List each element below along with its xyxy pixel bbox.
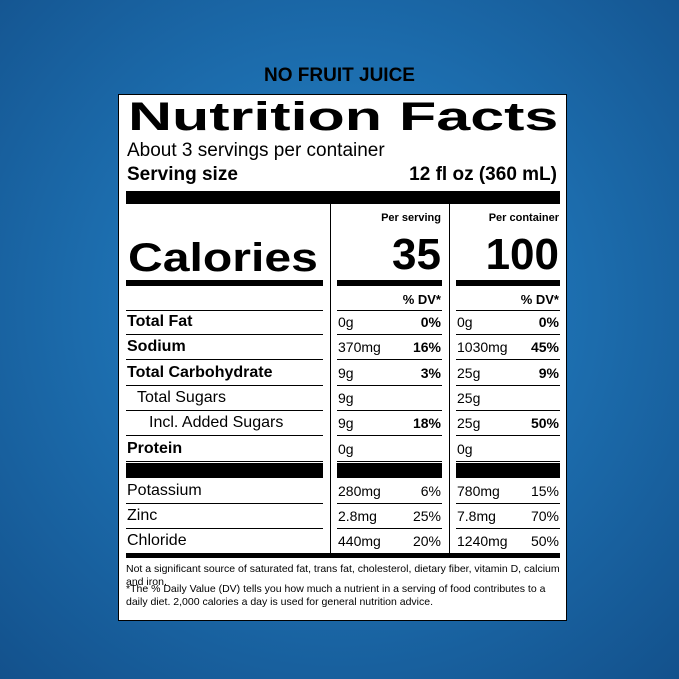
container-amount: 25g (457, 390, 481, 406)
row-rule (126, 528, 323, 529)
nutrient-name: Potassium (127, 482, 202, 499)
row-rule (337, 385, 442, 386)
dv-header: % DV* (402, 291, 441, 307)
serving-amount: 0g (338, 441, 354, 457)
container-amount: 1030mg (457, 339, 508, 355)
nutrient-name: Sodium (127, 338, 186, 355)
row-rule (126, 461, 323, 462)
container-amount: 1240mg (457, 533, 508, 549)
calories-rule (126, 280, 323, 286)
serving-amount: 0g (338, 314, 354, 330)
per-serving-header: Per serving (381, 211, 441, 224)
calories-container: 100 (485, 230, 559, 279)
servings: About 3 servings per container (127, 139, 385, 161)
row-rule (456, 334, 560, 335)
column-divider (330, 204, 331, 555)
row-rule (456, 410, 560, 411)
row-rule (456, 359, 560, 360)
thick-rule (126, 191, 560, 204)
container-amount: 7.8mg (457, 508, 496, 524)
container-dv: 50% (530, 533, 559, 549)
serving-amount: 9g (338, 365, 354, 381)
serving-amount: 280mg (338, 483, 381, 499)
serving-amount: 2.8mg (338, 508, 377, 524)
nutrient-name: Total Carbohydrate (127, 364, 273, 381)
row-rule (126, 310, 323, 311)
calories-rule (456, 280, 560, 286)
container-amount: 25g (457, 365, 481, 381)
footnote: Not a significant source of saturated fa… (126, 563, 560, 588)
thick-rule (126, 463, 323, 478)
row-rule (126, 503, 323, 504)
serving-dv: 16% (412, 339, 441, 355)
container-dv: 9% (538, 365, 559, 381)
row-rule (337, 461, 442, 462)
row-rule (456, 435, 560, 436)
row-rule (337, 528, 442, 529)
row-rule (337, 435, 442, 436)
per-container-header: Per container (488, 211, 559, 224)
container-dv: 0% (538, 314, 559, 330)
nutrient-name: Incl. Added Sugars (149, 414, 284, 431)
nutrition-label: Nutrition Facts About 3 servings per cont… (118, 94, 567, 621)
thick-rule (337, 463, 442, 478)
serving-amount: 9g (338, 415, 354, 431)
row-rule (126, 385, 323, 386)
container-amount: 780mg (457, 483, 500, 499)
row-rule (337, 310, 442, 311)
nutrient-name: Chloride (127, 532, 187, 549)
row-rule (337, 410, 442, 411)
serving-dv: 6% (420, 483, 441, 499)
calories-rule (337, 280, 442, 286)
serving-dv: 3% (420, 365, 441, 381)
row-rule (337, 334, 442, 335)
calories-label: Calories (128, 236, 318, 280)
row-rule (126, 435, 323, 436)
header: NO FRUIT JUICE (264, 65, 415, 86)
serving-amount: 440mg (338, 533, 381, 549)
nutrient-name: Total Sugars (137, 389, 226, 406)
row-rule (456, 503, 560, 504)
container-amount: 0g (457, 314, 473, 330)
nutrient-name: Total Fat (127, 313, 193, 330)
row-rule (456, 528, 560, 529)
serving-dv: 0% (420, 314, 441, 330)
calories-serving: 35 (392, 230, 441, 279)
column-divider (449, 204, 450, 555)
nutrient-name: Protein (127, 440, 183, 457)
dv-header: % DV* (520, 291, 559, 307)
footnote: *The % Daily Value (DV) tells you how mu… (126, 583, 546, 608)
row-rule (456, 310, 560, 311)
serving-dv: 25% (412, 508, 441, 524)
serving-size: 12 fl oz (360 mL) (409, 163, 557, 185)
serving-dv: 18% (412, 415, 441, 431)
container-dv: 45% (530, 339, 559, 355)
serving-amount: 9g (338, 390, 354, 406)
container-amount: 0g (457, 441, 473, 457)
nutrient-name: Zinc (127, 507, 158, 524)
container-dv: 15% (530, 483, 559, 499)
row-rule (456, 461, 560, 462)
thick-rule (456, 463, 560, 478)
row-rule (456, 385, 560, 386)
serving-size-label: Serving size (127, 163, 238, 185)
row-rule (126, 334, 323, 335)
row-rule (337, 359, 442, 360)
container-amount: 25g (457, 415, 481, 431)
row-rule (337, 503, 442, 504)
row-rule (126, 359, 323, 360)
container-dv: 50% (530, 415, 559, 431)
thick-rule (126, 553, 560, 558)
title: Nutrition Facts (128, 95, 559, 139)
serving-amount: 370mg (338, 339, 381, 355)
serving-dv: 20% (412, 533, 441, 549)
row-rule (126, 410, 323, 411)
container-dv: 70% (530, 508, 559, 524)
